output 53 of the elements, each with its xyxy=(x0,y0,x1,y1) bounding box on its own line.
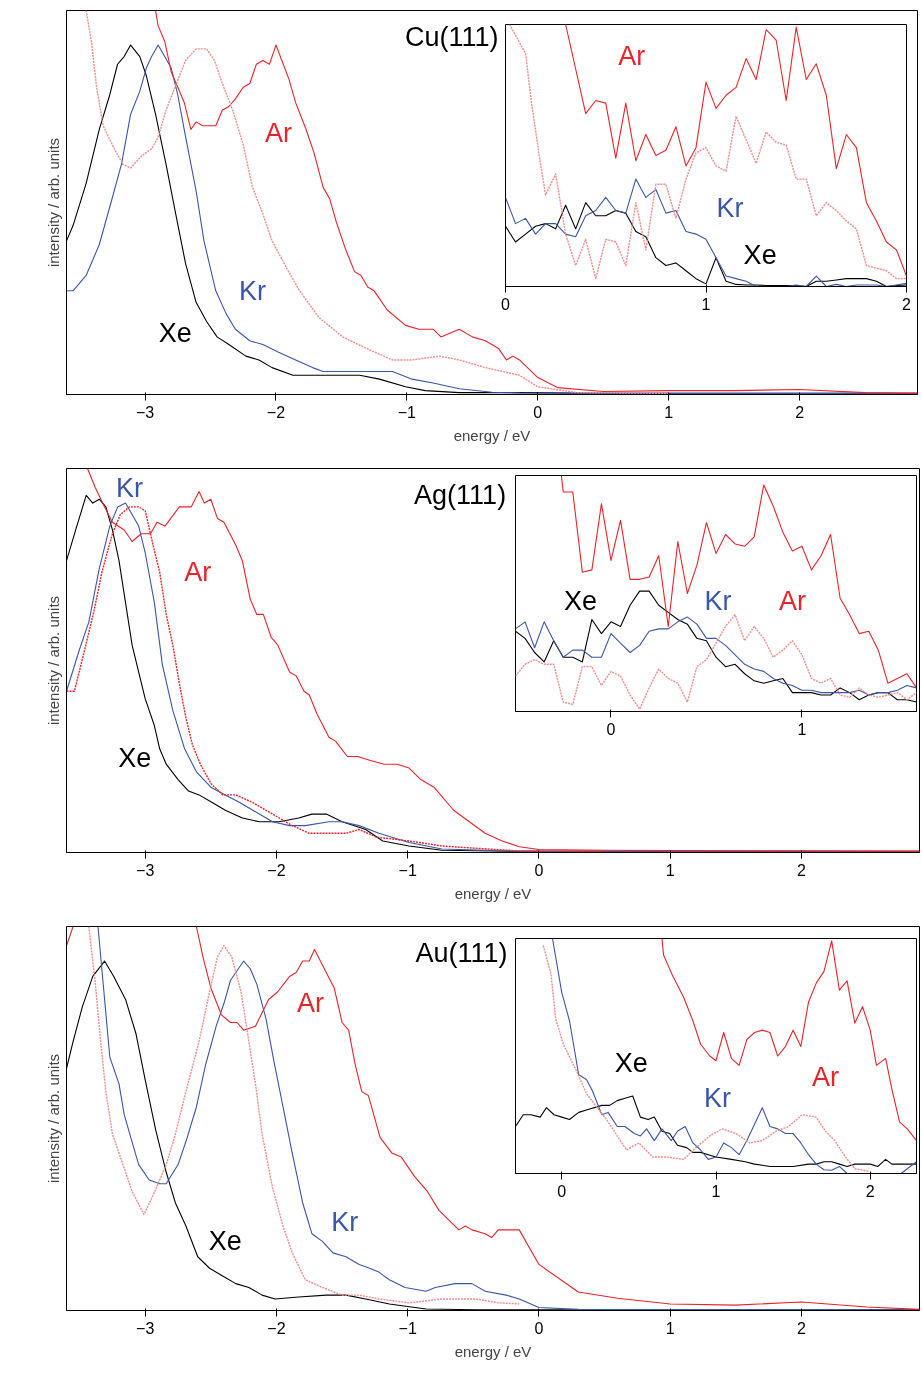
series-label: Xe xyxy=(563,585,597,616)
x-tick-label: 0 xyxy=(534,1319,544,1337)
series-label: Kr xyxy=(716,192,744,223)
x-tick-label: 1 xyxy=(701,295,711,313)
x-tick-label: 2 xyxy=(796,861,806,879)
x-tick-label: 2 xyxy=(865,1182,875,1200)
x-tick-label: 0 xyxy=(501,295,511,313)
y-axis-title: intensity / arb. units xyxy=(44,595,62,726)
x-tick-label: −3 xyxy=(136,1319,155,1337)
chart-title: Ag(111) xyxy=(414,480,507,511)
series-label: Kr xyxy=(704,585,732,616)
x-tick-label: −3 xyxy=(135,403,155,421)
x-tick-label: −1 xyxy=(398,861,417,879)
chart-title: Au(111) xyxy=(415,938,508,969)
x-tick-label: 1 xyxy=(797,720,807,738)
x-tick-label: 0 xyxy=(557,1182,567,1200)
x-tick-label: 1 xyxy=(711,1182,721,1200)
series-label: Xe xyxy=(158,318,192,349)
x-tick-label: −1 xyxy=(398,1319,417,1337)
x-tick-label: 1 xyxy=(664,403,674,421)
x-tick-label: −2 xyxy=(267,1319,286,1337)
x-tick-label: −1 xyxy=(397,403,417,421)
x-axis-title: energy / eV xyxy=(454,884,532,902)
series-label: Ar xyxy=(265,118,293,149)
y-axis-title: intensity / arb. units xyxy=(44,1053,62,1184)
x-tick-label: 1 xyxy=(665,1319,675,1337)
series-label: Xe xyxy=(208,1226,242,1257)
x-tick-label: −2 xyxy=(267,861,286,879)
x-tick-label: 1 xyxy=(665,861,675,879)
x-axis-title: energy / eV xyxy=(453,426,531,444)
x-tick-label: 0 xyxy=(533,403,543,421)
series-label: Kr xyxy=(704,1083,732,1114)
y-axis-title: intensity / arb. units xyxy=(44,137,62,268)
series-label: Xe xyxy=(614,1048,648,1079)
x-tick-label: 0 xyxy=(606,720,616,738)
x-tick-label: −2 xyxy=(266,403,286,421)
x-axis-title: energy / eV xyxy=(454,1342,532,1360)
x-tick-label: 2 xyxy=(902,295,912,313)
series-label: Ar xyxy=(778,585,806,616)
series-label: Ar xyxy=(618,40,646,71)
series-label: Ar xyxy=(297,988,325,1019)
x-tick-label: 0 xyxy=(534,861,544,879)
series-label: Kr xyxy=(331,1207,359,1238)
series-label: Xe xyxy=(118,743,152,774)
series-label: Kr xyxy=(115,472,143,503)
series-label: Kr xyxy=(238,275,266,306)
x-tick-label: 2 xyxy=(796,1319,806,1337)
series-label: Ar xyxy=(812,1062,840,1093)
chart-title: Cu(111) xyxy=(405,22,499,53)
x-tick-label: −3 xyxy=(136,861,155,879)
series-label: Xe xyxy=(743,240,777,271)
x-tick-label: 2 xyxy=(795,403,805,421)
series-label: Ar xyxy=(184,557,212,588)
